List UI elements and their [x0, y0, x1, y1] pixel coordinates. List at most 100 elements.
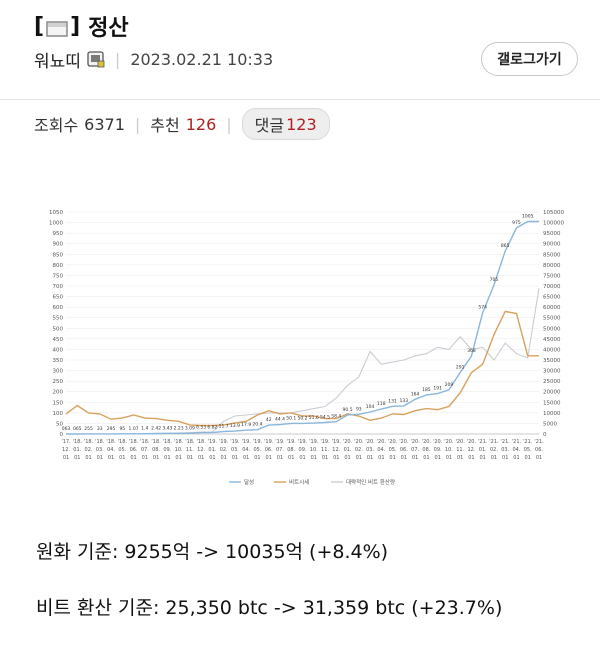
x-tick-day: 01: [85, 455, 91, 461]
x-tick-year: '19.: [253, 439, 263, 445]
x-tick-month: 11.: [186, 447, 194, 453]
recommend-label: 추천: [150, 116, 180, 135]
data-label: 164: [411, 391, 420, 397]
left-axis-tick: 550: [53, 316, 64, 322]
data-label: 54.5: [320, 414, 330, 420]
x-tick-month: 07.: [276, 447, 284, 453]
data-label: 3.09: [185, 425, 195, 431]
x-tick-month: 06.: [535, 447, 543, 453]
x-tick-month: 02.: [85, 447, 93, 453]
series-line-0: [66, 220, 539, 435]
data-label: 131: [388, 398, 397, 404]
x-tick-month: 07.: [411, 447, 419, 453]
left-axis-tick: 300: [53, 369, 64, 375]
author-name[interactable]: 워뇨띠: [34, 52, 81, 72]
x-tick-month: 11.: [321, 447, 329, 453]
post-header: [ ] 정산 워뇨띠 | 2023.02.21 10:33 갤로그가기: [0, 0, 600, 100]
data-label: 209: [445, 382, 454, 388]
right-axis-tick: 105000: [543, 210, 564, 216]
data-label: 33: [97, 426, 103, 432]
x-tick-year: '20.: [422, 439, 432, 445]
x-tick-year: '19.: [332, 439, 342, 445]
comments-count: 123: [286, 114, 317, 134]
right-axis-tick: 15000: [543, 400, 561, 406]
data-label: 104: [366, 404, 375, 410]
x-tick-month: 07.: [141, 447, 149, 453]
left-axis-tick: 50: [56, 421, 63, 427]
x-tick-day: 01: [74, 455, 80, 461]
x-tick-year: '18.: [185, 439, 195, 445]
x-tick-day: 01: [389, 455, 395, 461]
comments-button[interactable]: 댓글 123: [241, 108, 330, 140]
data-label: 20.4: [252, 422, 262, 428]
x-tick-day: 01: [153, 455, 159, 461]
x-tick-month: 03.: [231, 447, 239, 453]
x-tick-month: 08.: [152, 447, 160, 453]
x-tick-month: 02.: [355, 447, 363, 453]
x-tick-month: 08.: [422, 447, 430, 453]
x-tick-day: 01: [254, 455, 260, 461]
x-tick-year: '20.: [377, 439, 387, 445]
left-axis-tick: 650: [53, 295, 64, 301]
chart-image: 1050 1000 950 900 850 800 750 700 650 600 550 500 45…: [34, 200, 574, 500]
data-label: 11.7: [219, 424, 229, 430]
left-axis-tick: 150: [53, 400, 64, 406]
x-tick-day: 01: [108, 455, 114, 461]
x-tick-year: '18.: [118, 439, 128, 445]
x-tick-month: 05.: [524, 447, 532, 453]
x-tick-day: 01: [187, 455, 193, 461]
x-tick-day: 01: [536, 455, 542, 461]
post-title: [ ] 정산: [34, 10, 129, 42]
left-axis-tick: 1050: [49, 210, 63, 216]
x-tick-day: 01: [502, 455, 508, 461]
x-tick-day: 01: [119, 455, 125, 461]
x-tick-year: '18.: [95, 439, 105, 445]
data-label: 50.1: [286, 415, 296, 421]
data-label: 13.9: [230, 423, 240, 429]
x-tick-day: 01: [209, 455, 215, 461]
data-label: 865: [501, 243, 510, 249]
recommend-count: 126: [185, 114, 217, 134]
data-label: 51.6: [309, 415, 319, 421]
data-label: 50.2: [297, 415, 307, 421]
x-tick-year: '18.: [140, 439, 150, 445]
x-tick-day: 01: [198, 455, 204, 461]
x-tick-year: '20.: [365, 439, 375, 445]
x-tick-day: 01: [311, 455, 317, 461]
data-label: 133: [400, 398, 409, 404]
x-tick-month: 12.: [332, 447, 340, 453]
left-axis-tick: 500: [53, 326, 64, 332]
right-axis-tick: 85000: [543, 252, 561, 258]
x-tick-year: '19.: [208, 439, 218, 445]
data-label: 1005: [522, 214, 534, 220]
right-axis-tick: 80000: [543, 263, 561, 269]
post-meta: 워뇨띠 | 2023.02.21 10:33: [34, 47, 273, 72]
data-label: 255: [84, 426, 93, 432]
x-tick-day: 01: [480, 455, 486, 461]
right-axis-tick: 55000: [543, 316, 561, 322]
x-tick-year: '19.: [242, 439, 252, 445]
x-tick-year: '21.: [512, 439, 522, 445]
views-label: 조회수: [34, 116, 79, 135]
x-tick-month: 12.: [467, 447, 475, 453]
body-text-line-btc: 비트 환산 기준: 25,350 btc -> 31,359 btc (+23.…: [36, 597, 503, 619]
data-label: 705: [490, 277, 499, 283]
x-tick-day: 01: [97, 455, 103, 461]
x-tick-month: 05.: [389, 447, 397, 453]
flag-icon: [46, 18, 68, 37]
series-line-1: [65, 310, 539, 427]
data-label: 90.5: [343, 407, 353, 413]
gallog-button[interactable]: 갤로그가기: [481, 42, 578, 76]
x-tick-month: 12.: [62, 447, 70, 453]
x-tick-month: 05.: [253, 447, 261, 453]
x-tick-day: 01: [333, 455, 339, 461]
left-axis-tick: 600: [53, 305, 64, 311]
x-tick-day: 01: [243, 455, 249, 461]
left-axis-tick: 750: [53, 273, 64, 279]
left-axis-tick: 900: [53, 242, 64, 248]
x-tick-day: 01: [468, 455, 474, 461]
x-tick-year: '19.: [298, 439, 308, 445]
x-tick-day: 01: [142, 455, 148, 461]
right-axis-tick: 10000: [543, 411, 561, 417]
x-tick-month: 03.: [501, 447, 509, 453]
